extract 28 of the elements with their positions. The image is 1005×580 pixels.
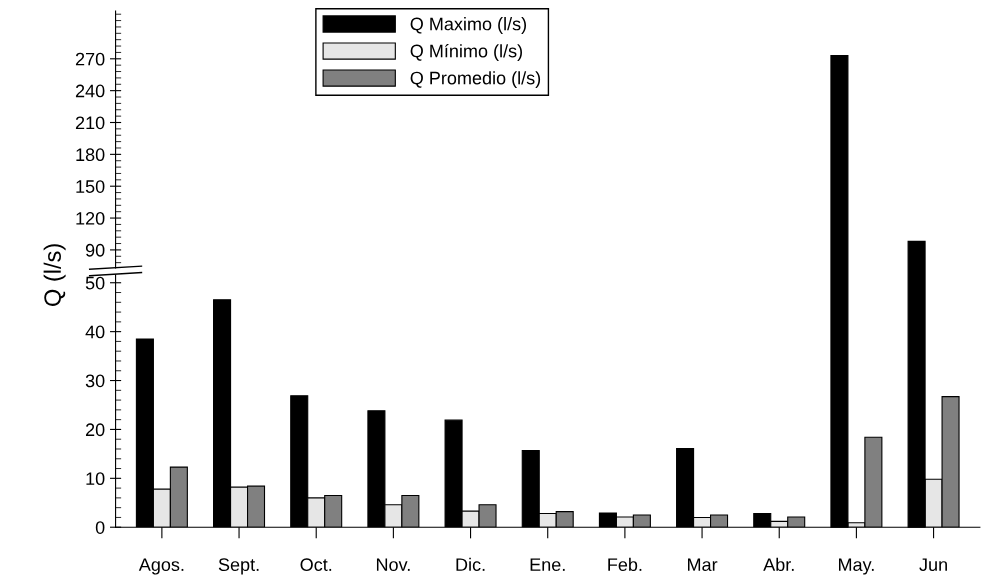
legend-label: Q Maximo (l/s) bbox=[410, 17, 527, 34]
y-tick-label: 150 bbox=[76, 180, 105, 193]
y-tick-label: 50 bbox=[85, 276, 105, 290]
y-tick-label: 40 bbox=[85, 325, 105, 339]
y-tick-label: 240 bbox=[75, 84, 105, 98]
y-tick-label: 270 bbox=[75, 52, 105, 66]
y-tick-label: 180 bbox=[76, 148, 105, 162]
x-tick-label: Agos. bbox=[138, 558, 184, 575]
x-tick-label: Mar bbox=[688, 558, 718, 572]
x-tick-label: Ene. bbox=[530, 558, 565, 572]
x-tick-label: Abr. bbox=[763, 557, 794, 572]
y-tick-label: 210 bbox=[75, 116, 105, 130]
x-tick-label: Sept. bbox=[218, 558, 259, 575]
y-axis-title: Q (l/s) bbox=[43, 244, 66, 306]
legend-label: Q Mínimo (l/s) bbox=[410, 43, 522, 61]
x-tick-label: Dic. bbox=[456, 557, 485, 572]
y-tick-label: 120 bbox=[76, 211, 105, 225]
x-tick-label: Oct. bbox=[300, 558, 332, 572]
y-tick-label: 90 bbox=[85, 243, 105, 257]
x-tick-label: Feb. bbox=[608, 557, 642, 572]
legend-label: Q Promedio (l/s) bbox=[410, 71, 541, 88]
x-tick-label: May. bbox=[838, 558, 874, 575]
x-tick-label: Jun bbox=[919, 558, 947, 572]
y-tick-label: 0 bbox=[95, 521, 105, 534]
y-tick-label: 30 bbox=[85, 374, 105, 388]
x-tick-label: Nov. bbox=[376, 558, 410, 572]
y-tick-label: 20 bbox=[85, 423, 105, 437]
y-tick-label: 10 bbox=[86, 472, 105, 486]
